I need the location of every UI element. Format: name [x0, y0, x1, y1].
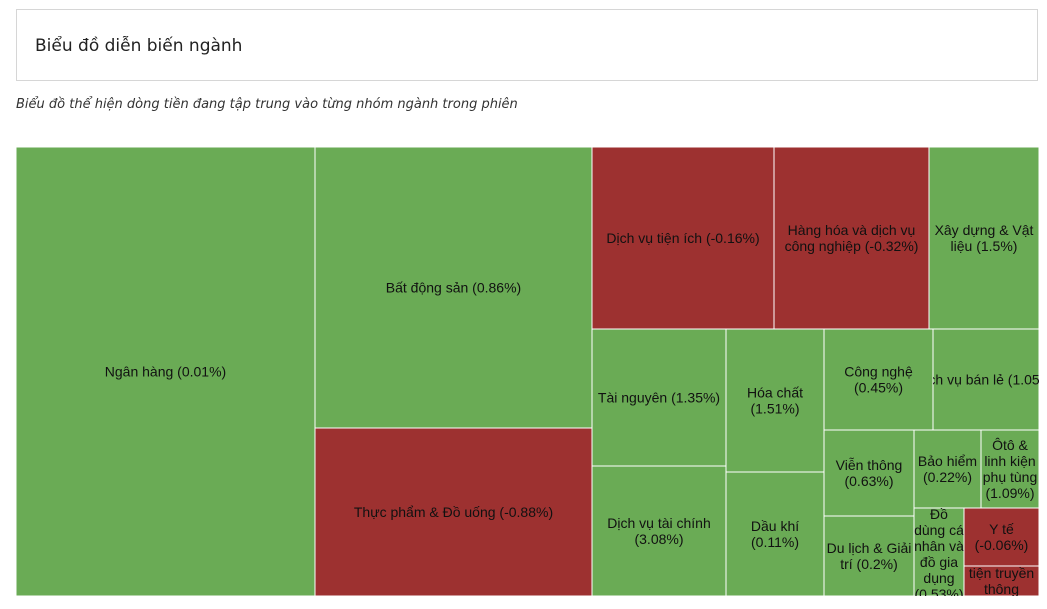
tile-label: Bất động sản (0.86%) — [386, 280, 521, 296]
tile-label: Du lịch & Giải trí (0.2%) — [827, 540, 912, 572]
tile-rect[interactable] — [16, 147, 316, 596]
tile-rect[interactable] — [314, 427, 593, 596]
tile-rect[interactable] — [773, 147, 930, 330]
tile-label: Xây dựng & Vật liệu (1.5%) — [935, 222, 1034, 254]
tile-rect[interactable] — [725, 328, 825, 473]
tile-tai-nguyen[interactable]: Tài nguyên (1.35%) — [591, 328, 727, 467]
tile-rect[interactable] — [963, 565, 1039, 596]
tile-bat-dong-san[interactable]: Bất động sản (0.86%) — [314, 147, 593, 429]
tile-rect[interactable] — [823, 328, 934, 431]
tile-dich-vu-ban-le[interactable]: Dịch vụ bán lẻ (1.05%) — [915, 328, 1039, 431]
tile-label: Dịch vụ tiện ích (-0.16%) — [606, 230, 759, 246]
tile-label: Tài nguyên (1.35%) — [598, 390, 720, 406]
chart-subtitle: Biểu đồ thể hiện dòng tiền đang tập trun… — [16, 97, 518, 112]
tile-label: tiện truyền thông — [969, 565, 1034, 596]
tile-vien-thong[interactable]: Viễn thông (0.63%) — [823, 429, 915, 517]
tile-dau-khi[interactable]: Dầu khí (0.11%) — [725, 471, 825, 596]
tile-rect[interactable] — [823, 429, 915, 517]
tile-rect[interactable] — [823, 515, 915, 596]
tile-hoa-chat[interactable]: Hóa chất (1.51%) — [725, 328, 825, 473]
tile-rect[interactable] — [963, 507, 1039, 567]
tile-xay-dung-vat-lieu[interactable]: Xây dựng & Vật liệu (1.5%) — [928, 147, 1039, 330]
tile-rect[interactable] — [980, 429, 1039, 509]
tile-label: Bảo hiểm (0.22%) — [918, 453, 977, 485]
tile-ngan-hang[interactable]: Ngân hàng (0.01%) — [16, 147, 316, 596]
tile-rect[interactable] — [913, 507, 965, 596]
tile-label: Ngân hàng (0.01%) — [105, 364, 226, 380]
tile-dich-vu-tien-ich[interactable]: Dịch vụ tiện ích (-0.16%) — [591, 147, 775, 330]
header-card: Biểu đồ diễn biến ngành — [16, 9, 1038, 81]
tile-label: Y tế (-0.06%) — [975, 521, 1029, 553]
tile-do-dung-ca-nhan-va-do-gia-dung[interactable]: Đồ dùng cá nhân và đồ gia dụng (0.53%) — [913, 506, 965, 596]
tile-hang-hoa-va-dich-vu-cong-nghiep[interactable]: Hàng hóa và dịch vụ công nghiệp (-0.32%) — [773, 147, 930, 330]
tile-label: Ôtô & linh kiện phụ tùng (1.09%) — [983, 437, 1038, 501]
tile-du-lich-giai-tri[interactable]: Du lịch & Giải trí (0.2%) — [823, 515, 915, 596]
tile-label: Hóa chất (1.51%) — [747, 385, 803, 417]
tile-rect[interactable] — [932, 328, 1039, 431]
tile-truyen-thong[interactable]: tiện truyền thông — [963, 565, 1039, 596]
tile-label: Dịch vụ bán lẻ (1.05%) — [915, 372, 1039, 388]
tile-label: Viễn thông (0.63%) — [836, 457, 903, 489]
tile-label: Dầu khí (0.11%) — [751, 518, 799, 550]
tile-rect[interactable] — [591, 147, 775, 330]
page-title: Biểu đồ diễn biến ngành — [35, 36, 243, 56]
tile-thuc-pham-do-uong[interactable]: Thực phẩm & Đồ uống (-0.88%) — [314, 427, 593, 596]
sector-treemap: Ngân hàng (0.01%) Bất động sản (0.86%) Thự… — [16, 147, 1039, 596]
tile-rect[interactable] — [913, 429, 982, 509]
tile-oto-linh-kien-phu-tung[interactable]: Ôtô & linh kiện phụ tùng (1.09%) — [980, 429, 1039, 509]
tile-rect[interactable] — [725, 471, 825, 596]
tile-y-te[interactable]: Y tế (-0.06%) — [963, 507, 1039, 567]
tile-rect[interactable] — [314, 147, 593, 429]
tile-label: Dịch vụ tài chính (3.08%) — [607, 515, 711, 547]
tile-label: Thực phẩm & Đồ uống (-0.88%) — [354, 504, 553, 520]
tile-label: Đồ dùng cá nhân và đồ gia dụng (0.53%) — [914, 506, 964, 596]
tile-cong-nghe[interactable]: Công nghệ (0.45%) — [823, 328, 934, 431]
tile-bao-hiem[interactable]: Bảo hiểm (0.22%) — [913, 429, 982, 509]
tile-dich-vu-tai-chinh[interactable]: Dịch vụ tài chính (3.08%) — [591, 465, 727, 596]
tile-label: Hàng hóa và dịch vụ công nghiệp (-0.32%) — [785, 222, 919, 254]
tile-label: Công nghệ (0.45%) — [844, 364, 913, 396]
